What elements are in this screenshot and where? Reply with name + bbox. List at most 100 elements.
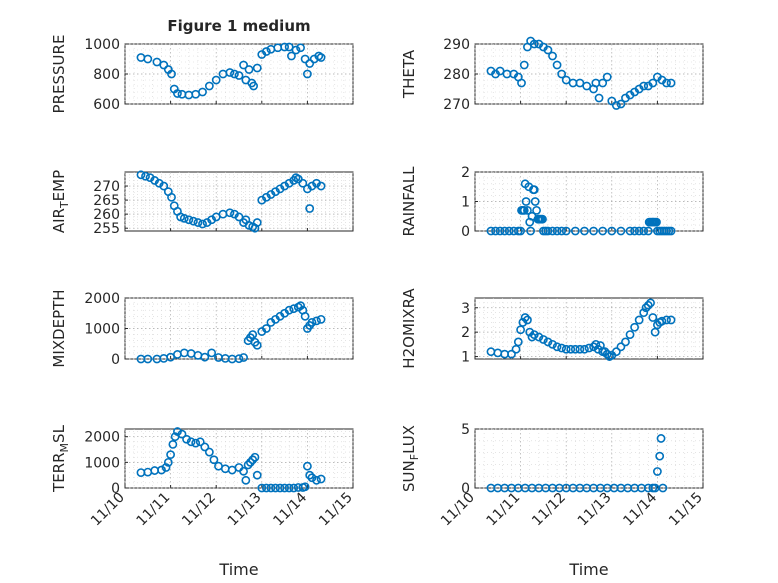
data-point xyxy=(284,305,294,315)
data-point xyxy=(621,337,630,347)
data-point xyxy=(657,316,667,326)
y-tick-label: 0 xyxy=(111,352,120,368)
data-point xyxy=(143,54,153,64)
data-point xyxy=(207,348,217,358)
x-tick-label: 11/10 xyxy=(88,490,128,530)
data-point xyxy=(163,457,173,467)
data-point xyxy=(580,226,589,236)
data-point xyxy=(284,42,294,52)
chart-title: Figure 1 medium xyxy=(167,17,310,35)
data-point xyxy=(662,78,671,88)
data-point xyxy=(495,66,505,76)
y-tick-label: 1 xyxy=(461,195,470,211)
data-point xyxy=(634,226,644,236)
data-point xyxy=(598,226,608,236)
x-tick-label: 11/12 xyxy=(179,490,219,530)
data-point xyxy=(652,217,661,227)
data-point xyxy=(529,330,539,339)
data-point xyxy=(589,226,598,236)
data-point xyxy=(561,75,571,85)
data-point xyxy=(566,344,576,354)
data-point xyxy=(548,339,557,349)
data-point xyxy=(157,465,166,475)
data-point xyxy=(611,101,621,110)
data-point xyxy=(316,314,326,324)
data-point xyxy=(167,69,176,79)
data-point xyxy=(630,322,639,332)
y-tick-label: 1000 xyxy=(84,322,120,338)
data-point xyxy=(538,214,547,224)
data-point xyxy=(580,344,589,354)
y-axis-label: AIRTEMP xyxy=(50,170,71,233)
data-point xyxy=(241,475,251,485)
data-point xyxy=(575,344,585,354)
data-point xyxy=(302,69,312,79)
data-point xyxy=(523,205,532,215)
data-point xyxy=(261,324,271,333)
data-point xyxy=(198,87,207,97)
y-tick-label: 2 xyxy=(461,165,470,181)
data-point xyxy=(261,47,271,56)
data-point xyxy=(616,99,626,109)
data-point xyxy=(252,340,262,350)
data-point xyxy=(653,467,662,476)
y-axis-label: RAINFALL xyxy=(400,166,418,237)
y-axis-label: H2OMIXRA xyxy=(400,288,418,369)
data-point xyxy=(184,215,194,225)
data-point xyxy=(543,226,553,236)
data-point xyxy=(639,81,649,91)
data-point xyxy=(316,474,326,484)
data-point xyxy=(179,213,189,223)
subplot-2: 270 280 290 THETA xyxy=(400,36,704,113)
data-point xyxy=(607,226,617,236)
data-point xyxy=(643,300,653,310)
data-point xyxy=(168,439,178,449)
data-point xyxy=(575,78,585,88)
data-point xyxy=(639,226,649,236)
x-tick-label: 11/14 xyxy=(270,489,310,529)
subplot-5: 0 1000 2000 MIXDEPTH xyxy=(50,289,354,368)
data-point xyxy=(570,344,580,354)
data-point xyxy=(249,81,258,91)
plot-area xyxy=(124,297,354,360)
data-point xyxy=(302,461,312,471)
data-point xyxy=(250,452,260,462)
plot-area xyxy=(124,428,354,489)
data-point xyxy=(662,315,671,325)
data-point xyxy=(244,65,254,74)
data-point xyxy=(584,343,594,353)
data-point xyxy=(552,342,562,352)
y-axis-label: PRESSURE xyxy=(50,35,68,114)
data-point xyxy=(248,330,258,339)
y-tick-label: 2000 xyxy=(84,430,120,446)
data-point xyxy=(526,226,536,236)
x-axis-label: Time xyxy=(218,560,258,579)
subplot-6: 1 2 3 H2OMIXRA xyxy=(400,288,704,369)
subplot-4: 0 1 2 RAINFALL xyxy=(400,165,704,240)
data-point xyxy=(305,59,315,68)
data-point xyxy=(648,78,658,88)
data-point xyxy=(607,96,617,106)
data-point xyxy=(167,192,176,202)
plot-area xyxy=(474,43,704,105)
y-tick-label: 0 xyxy=(111,481,120,497)
y-tick-label: 1000 xyxy=(84,37,120,53)
data-point xyxy=(616,342,626,352)
data-point xyxy=(491,226,500,236)
data-point xyxy=(641,303,651,313)
data-point xyxy=(598,78,608,88)
data-point xyxy=(195,437,205,447)
data-point xyxy=(204,81,214,91)
data-point xyxy=(518,317,528,327)
data-point xyxy=(495,226,505,236)
data-point xyxy=(602,349,612,359)
plot-area xyxy=(474,297,704,360)
data-point xyxy=(557,343,567,353)
data-point xyxy=(234,354,244,364)
data-point xyxy=(594,93,604,103)
data-point xyxy=(275,483,285,493)
data-point xyxy=(209,455,219,465)
data-point xyxy=(316,181,326,191)
data-point xyxy=(561,344,571,354)
data-point xyxy=(191,438,201,448)
